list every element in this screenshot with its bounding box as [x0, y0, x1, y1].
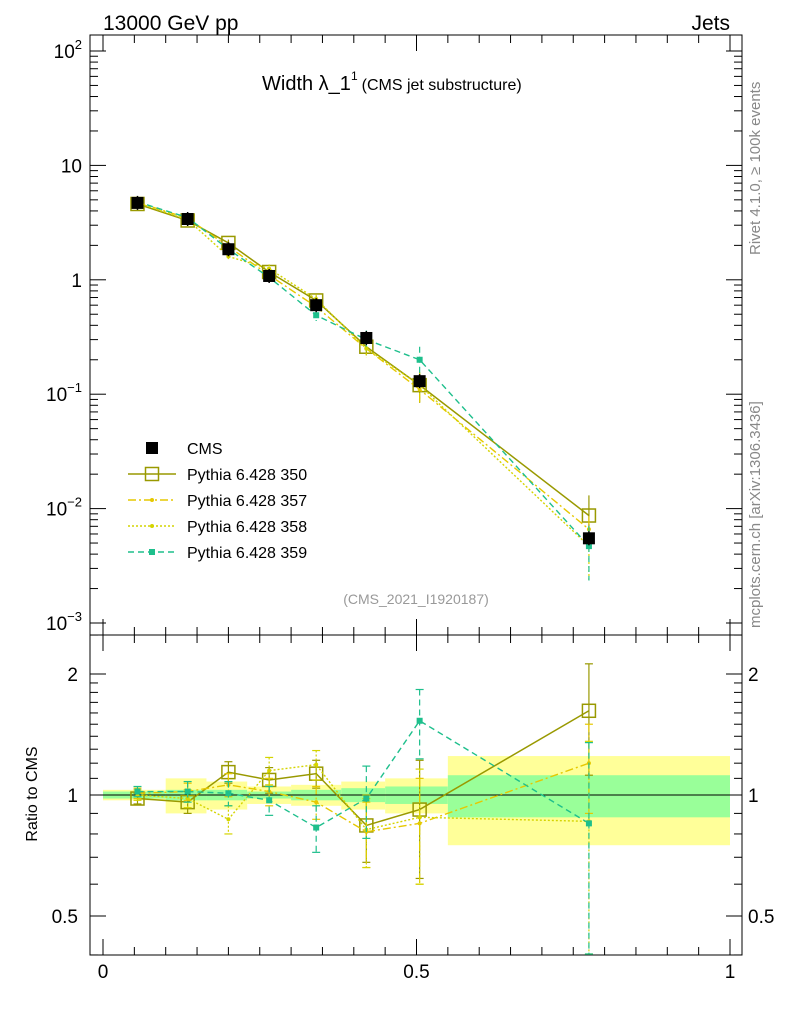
main-series-line	[137, 201, 590, 547]
cms-data-point	[360, 331, 373, 344]
ratio-series-line	[137, 762, 590, 833]
cms-data-point	[222, 243, 235, 256]
main-ytick-base: 10	[61, 156, 82, 177]
cms-data-point	[582, 532, 595, 545]
ratio-series-point	[225, 790, 232, 797]
main-ytick-label: 10−3	[46, 609, 82, 635]
legend-marker	[149, 549, 155, 555]
ratio-ytick-label-left: 1	[67, 786, 78, 807]
cms-data-point	[310, 299, 323, 312]
plot-title: Width λ_11 (CMS jet substructure)	[262, 69, 522, 95]
main-series-point	[364, 346, 369, 351]
header-left: 13000 GeV pp	[103, 12, 238, 35]
header-right: Jets	[691, 12, 730, 35]
ratio-series-point	[417, 821, 422, 826]
cms-data-point	[413, 375, 426, 388]
ratio-series-point	[314, 762, 319, 767]
legend-label: CMS	[187, 441, 223, 458]
ratio-series-point	[416, 717, 423, 724]
main-series-point	[313, 312, 320, 319]
legend-label: Pythia 6.428 358	[187, 519, 307, 536]
ratio-ytick-label-right: 2	[748, 665, 759, 686]
main-ytick-exp: −2	[67, 495, 82, 510]
ratio-series-point	[185, 796, 190, 801]
main-plot	[130, 195, 597, 581]
ratio-series-line	[137, 719, 590, 829]
main-ytick-base: 10	[54, 42, 75, 63]
main-ytick-base: 10	[46, 614, 67, 635]
legend-marker	[150, 524, 154, 528]
ratio-ytick-label-right: 1	[748, 786, 759, 807]
main-ytick-label: 1	[71, 271, 82, 292]
main-ytick-exp: −1	[67, 380, 82, 395]
legend-label: Pythia 6.428 359	[187, 545, 307, 562]
main-ytick-base: 1	[71, 271, 82, 292]
main-ytick-label: 10−1	[46, 380, 82, 406]
ratio-series-point	[585, 820, 592, 827]
main-ytick-label: 10−2	[46, 495, 82, 521]
plot-title-main: Width λ_1	[262, 73, 351, 95]
cms-data-point	[263, 269, 276, 282]
ratio-ytick-label-right: 0.5	[748, 907, 774, 928]
ratio-series-point	[226, 817, 231, 822]
rivet-label: Rivet 4.1.0, ≥ 100k events	[747, 82, 764, 255]
legend-label: Pythia 6.428 357	[187, 493, 307, 510]
analysis-id: (CMS_2021_I1920187)	[343, 591, 489, 607]
main-series-point	[267, 266, 272, 271]
mcplots-label: mcplots.cern.ch [arXiv:1306.3436]	[747, 401, 764, 628]
main-series-point	[416, 356, 423, 363]
ratio-ytick-label-left: 2	[67, 665, 78, 686]
plot-title-sup: 1	[351, 69, 358, 83]
main-series-point	[585, 543, 592, 550]
ratio-series-line	[137, 763, 589, 831]
main-ytick-label: 10	[61, 156, 82, 177]
legend-marker-cms	[146, 442, 158, 454]
ratio-series-point	[266, 797, 273, 804]
ratio-series-point	[314, 800, 319, 805]
cms-data-point	[181, 212, 194, 225]
legend-label: Pythia 6.428 350	[187, 467, 307, 484]
plot-title-sub: (CMS jet substructure)	[362, 77, 522, 94]
ratio-series-point	[267, 768, 272, 773]
main-ytick-exp: 2	[75, 37, 82, 52]
ratio-plot	[130, 663, 597, 955]
xtick-label: 0.5	[403, 962, 429, 983]
cms-data-point	[131, 196, 144, 209]
xtick-label: 1	[725, 962, 736, 983]
ratio-series-point	[313, 824, 320, 831]
legend: CMS Pythia 6.428 350 Pythia 6.428 357 Pythi…	[128, 441, 307, 562]
xtick-label: 0	[98, 962, 109, 983]
ratio-series-point	[417, 815, 422, 820]
main-ytick-label: 102	[54, 37, 82, 63]
ratio-y-label: Ratio to CMS	[24, 746, 41, 841]
main-ytick-base: 10	[46, 500, 67, 521]
main-ytick-exp: −3	[67, 609, 82, 624]
main-series-point	[226, 254, 231, 259]
ratio-ytick-label-left: 0.5	[52, 907, 78, 928]
main-ytick-base: 10	[46, 385, 67, 406]
legend-marker	[150, 498, 154, 502]
ratio-series-point	[134, 788, 141, 795]
ratio-series-point	[581, 703, 597, 719]
legend-marker	[144, 466, 160, 482]
ratio-series-point	[184, 788, 191, 795]
ratio-series-point	[363, 795, 370, 802]
